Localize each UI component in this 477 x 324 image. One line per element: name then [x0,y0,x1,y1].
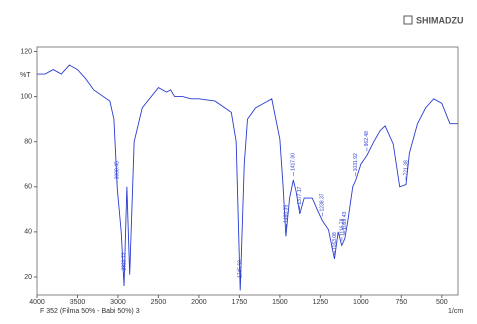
caption: F 352 (Filma 50% - Babi 50%) 3 [40,308,140,315]
x-tick-label: 1750 [232,299,248,306]
x-tick-label: 1250 [313,299,329,306]
y-tick-label: 20 [24,274,32,281]
peak-label: 1417.00 [291,153,297,171]
x-tick-label: 2000 [191,299,207,306]
peak-label: 1116.78 [339,218,345,236]
peak-label: 1377.17 [297,186,303,204]
peak-label: 721.38 [403,160,409,176]
x-tick-label: 2500 [151,299,167,306]
plot-frame [36,46,459,296]
peak-label: 1163.08 [332,232,338,250]
peak-label: 1460.35 [284,205,290,223]
y-tick-label: 120 [20,48,32,55]
x-axis-label: 1/cm [448,308,463,315]
y-tick-label: 40 [24,229,32,236]
x-tick-label: 750 [395,299,407,306]
peak-label: 1745.58 [237,260,243,278]
peak-label: 1238.37 [320,193,326,211]
peak-label: 962.48 [364,131,370,147]
y-tick-label: 100 [20,93,32,100]
spectrum-line [37,64,458,291]
x-tick-label: 3500 [70,299,86,306]
peak-label: 1099.43 [342,211,348,229]
y-tick-label: 60 [24,184,32,191]
peak-label: 1031.92 [353,153,359,171]
x-tick-label: 500 [436,299,448,306]
x-tick-label: 1500 [272,299,288,306]
peak-label: 3008.45 [115,161,121,179]
brand: SHIMADZU [416,15,464,25]
x-tick-label: 4000 [29,299,45,306]
x-tick-label: 1000 [353,299,369,306]
y-tick-label: 80 [24,139,32,146]
x-tick-label: 3000 [110,299,126,306]
y-axis-label: %T [20,72,31,79]
peak-label: 2922.72 [122,252,128,270]
logo-mark [403,15,413,25]
